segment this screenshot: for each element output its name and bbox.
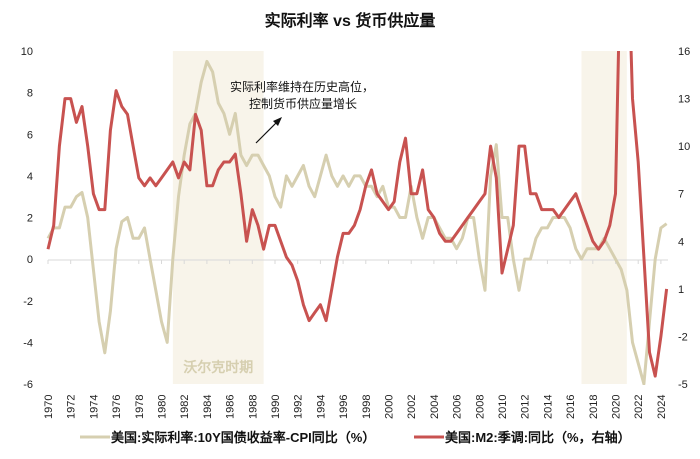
x-tick-label: 2022 [633, 395, 645, 419]
arrow-head-icon [273, 117, 282, 126]
x-tick-label: 1982 [179, 395, 191, 419]
x-tick-label: 2012 [520, 395, 532, 419]
legend-label-real-rate: 美国:实际利率:10Y国债收益率-CPI同比（%） [111, 430, 375, 445]
y-right-tick-label: 1 [678, 284, 684, 296]
y-left-tick-label: 0 [27, 254, 33, 266]
x-tick-label: 2014 [542, 395, 554, 419]
x-tick-label: 1976 [111, 395, 123, 419]
y-left-tick-label: -4 [23, 337, 33, 349]
x-tick-label: 1984 [202, 395, 214, 419]
x-tick-label: 2006 [452, 395, 464, 419]
y-right-tick-label: 7 [678, 189, 684, 201]
x-tick-label: 1972 [66, 395, 78, 419]
y-right-tick-label: -2 [678, 331, 688, 343]
x-tick-label: 2010 [497, 395, 509, 419]
annotation-line-1: 实际利率维持在历史高位， [230, 79, 374, 94]
x-tick-label: 2004 [429, 395, 441, 419]
x-tick-label: 1994 [315, 395, 327, 419]
x-tick-label: 1988 [247, 395, 259, 419]
shaded-period [172, 51, 264, 384]
x-tick-label: 2016 [565, 395, 577, 419]
x-tick-label: 1998 [361, 395, 373, 419]
series-line-real-rate [46, 59, 668, 385]
x-tick-label: 2018 [588, 395, 600, 419]
legend: 美国:实际利率:10Y国债收益率-CPI同比（%） 美国:M2:季调:同比（%，… [80, 430, 631, 445]
x-tick-label: 2020 [611, 395, 623, 419]
x-tick-label: 1980 [157, 395, 169, 419]
x-tick-label: 2024 [656, 395, 668, 419]
shaded-period-label: 沃尔克时期 [183, 359, 253, 375]
x-tick-label: 2000 [384, 395, 396, 419]
x-tick-label: 2002 [406, 395, 418, 419]
chart-title: 实际利率 vs 货币供应量 [265, 11, 436, 30]
y-axis-right: -5 -2 1 4 7 10 13 16 [678, 46, 690, 391]
x-tick-label: 1974 [88, 395, 100, 419]
x-tick-label: 1970 [43, 395, 55, 419]
y-left-tick-label: 10 [21, 46, 33, 58]
y-right-tick-label: 13 [678, 94, 690, 106]
x-tick-label: 2008 [474, 395, 486, 419]
annotation-arrow [255, 119, 280, 144]
y-right-tick-label: 10 [678, 141, 690, 153]
legend-label-m2: 美国:M2:季调:同比（%，右轴） [445, 430, 631, 445]
x-tick-label: 1990 [270, 395, 282, 419]
shaded-periods: 沃尔克时期 [172, 51, 627, 384]
y-axis-left: -6 -4 -2 0 2 4 6 8 10 [21, 46, 33, 391]
y-left-tick-label: -2 [23, 296, 33, 308]
y-left-tick-label: 2 [27, 213, 33, 225]
series-line-m2 [46, 51, 669, 378]
y-left-tick-label: 4 [27, 171, 33, 183]
y-right-tick-label: 16 [678, 46, 690, 58]
y-right-tick-label: 4 [678, 236, 684, 248]
annotation: 实际利率维持在历史高位， 控制货币供应量增长 [230, 79, 374, 144]
y-left-tick-label: -6 [23, 379, 33, 391]
x-tick-label: 1992 [293, 395, 305, 419]
x-tick-label: 1986 [225, 395, 237, 419]
shaded-period [581, 51, 627, 384]
x-tick-label: 1978 [134, 395, 146, 419]
y-right-tick-label: -5 [678, 379, 688, 391]
x-axis: 1970 1972 1974 1976 1978 1980 1982 1984 1986 1988… [43, 260, 668, 419]
annotation-line-2: 控制货币供应量增长 [249, 96, 357, 111]
y-left-tick-label: 8 [27, 88, 33, 100]
y-left-tick-label: 6 [27, 129, 33, 141]
x-tick-label: 1996 [338, 395, 350, 419]
